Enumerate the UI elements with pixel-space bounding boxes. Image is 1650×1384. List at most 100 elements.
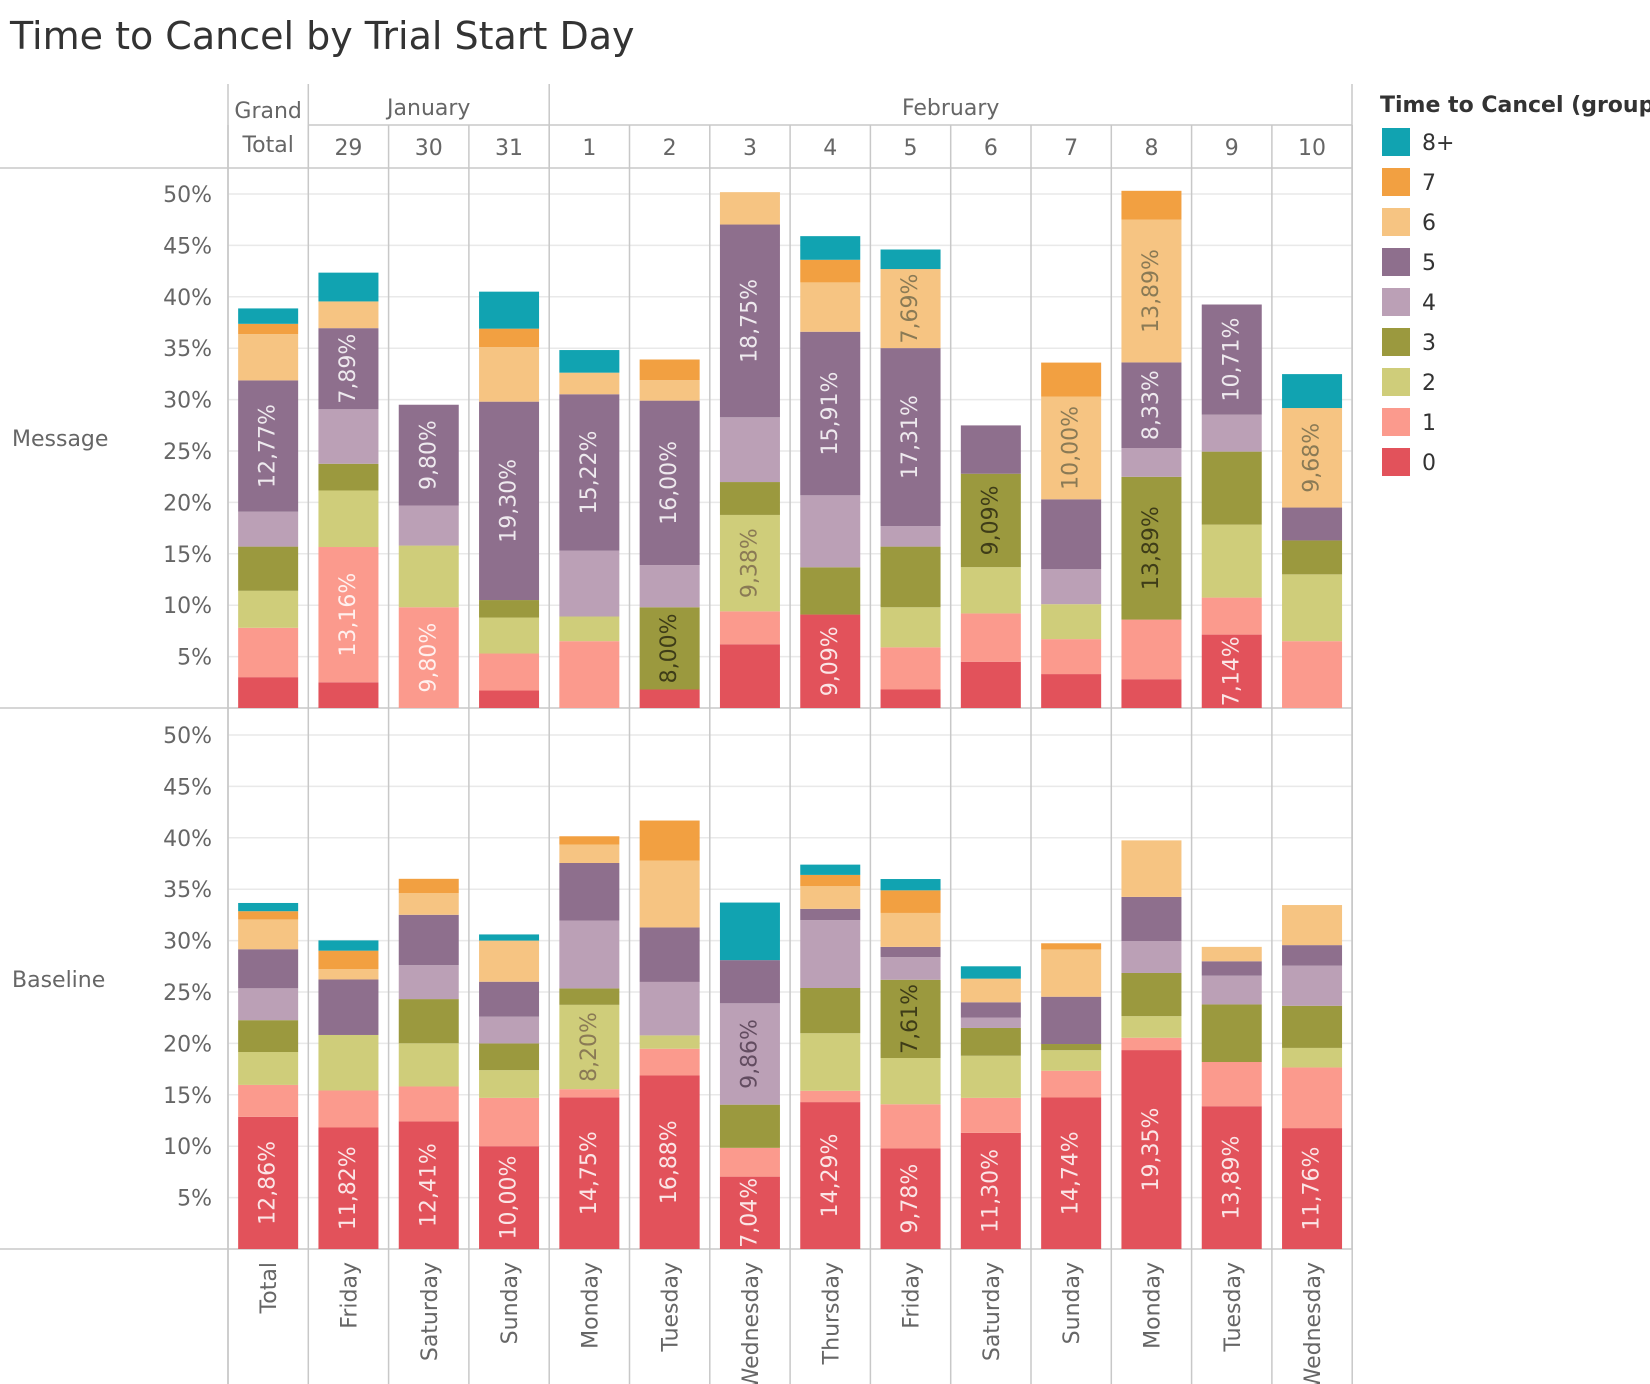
row-label: Baseline: [12, 968, 105, 993]
bar-segment: [1041, 1044, 1102, 1051]
bar-segment: [960, 1055, 1021, 1098]
bar-segment: [800, 1090, 861, 1103]
bar-segment: [1282, 507, 1343, 541]
bar-segment: [559, 394, 620, 551]
bar-segment: [318, 272, 379, 302]
bar-segment: [880, 946, 941, 958]
bar-segment: [719, 1003, 780, 1105]
data-label: 13,89%: [1139, 506, 1164, 590]
bar-segment: [1282, 1128, 1343, 1249]
bar-segment: [479, 347, 540, 402]
data-label: 7,04%: [737, 1178, 762, 1248]
data-label: 9,80%: [416, 623, 441, 693]
bar-segment: [960, 613, 1021, 662]
bar-segment: [398, 1121, 459, 1249]
bar-segment: [318, 1034, 379, 1091]
legend-label: 1: [1422, 411, 1436, 436]
bar-segment: [1282, 408, 1343, 508]
bar-segment: [559, 641, 620, 708]
bar-segment: [960, 1002, 1021, 1018]
bar-segment: [639, 1048, 700, 1076]
bar-segment: [318, 950, 379, 970]
data-label: 10,00%: [1059, 406, 1084, 490]
weekday-label: Wednesday: [739, 1262, 764, 1384]
bar-segment: [318, 940, 379, 951]
bar-segment: [880, 689, 941, 708]
bar-segment: [1201, 946, 1262, 962]
header-day: 30: [415, 136, 443, 161]
bar-segment: [1201, 597, 1262, 635]
legend-swatch: [1382, 408, 1410, 436]
legend-swatch: [1382, 368, 1410, 396]
legend-label: 8+: [1422, 131, 1454, 156]
bar-segment: [238, 590, 299, 628]
y-tick-label: 40%: [163, 286, 212, 311]
data-label: 9,86%: [737, 1019, 762, 1089]
y-tick-label: 25%: [163, 981, 212, 1006]
data-label: 10,71%: [1219, 318, 1244, 402]
bar-segment: [639, 380, 700, 401]
bar-segment: [719, 482, 780, 515]
legend-swatch: [1382, 448, 1410, 476]
y-tick-label: 10%: [163, 594, 212, 619]
header-day: 29: [334, 136, 362, 161]
bar-segment: [800, 331, 861, 496]
bar-segment: [1041, 1070, 1102, 1098]
bar-segment: [1201, 975, 1262, 1005]
weekday-label: Friday: [337, 1262, 362, 1329]
bar-segment: [800, 1102, 861, 1249]
bar-segment: [238, 902, 299, 912]
bar-segment: [1121, 972, 1182, 1017]
bar-segment: [880, 526, 941, 547]
bar-segment: [318, 301, 379, 329]
bar-segment: [479, 940, 540, 982]
bar-segment: [1201, 1062, 1262, 1107]
data-label: 9,80%: [416, 420, 441, 490]
weekday-label: Sunday: [498, 1262, 523, 1344]
bar-segment: [479, 600, 540, 618]
data-label: 14,74%: [1059, 1131, 1084, 1215]
bar-segment: [960, 1132, 1021, 1249]
legend-title: Time to Cancel (group): [1380, 93, 1650, 118]
data-label: 12,41%: [416, 1143, 441, 1227]
bar-segment: [318, 547, 379, 683]
bar-segment: [479, 1097, 540, 1147]
bar-segment: [1121, 190, 1182, 220]
bar-segment: [1201, 1106, 1262, 1249]
y-tick-label: 30%: [163, 930, 212, 955]
bar-segment: [1041, 943, 1102, 950]
bar-segment: [238, 546, 299, 591]
bar-segment: [1282, 1067, 1343, 1129]
bar-segment: [719, 611, 780, 645]
bar-segment: [559, 1097, 620, 1249]
data-label: 19,30%: [497, 459, 522, 543]
bar-segment: [719, 224, 780, 418]
data-label: 9,38%: [737, 528, 762, 598]
bar-segment: [1121, 896, 1182, 942]
legend-swatch: [1382, 208, 1410, 236]
legend-swatch: [1382, 128, 1410, 156]
data-label: 19,35%: [1139, 1108, 1164, 1192]
bar-segment: [398, 999, 459, 1044]
bar-segment: [398, 404, 459, 506]
header-day: 7: [1064, 136, 1078, 161]
header-month: February: [902, 96, 1000, 121]
bar-segment: [800, 567, 861, 615]
bar-segment: [719, 417, 780, 483]
bar-segment: [238, 919, 299, 950]
bar-segment: [960, 1027, 1021, 1056]
bar-segment: [398, 1043, 459, 1087]
bar-segment: [639, 927, 700, 982]
bar-segment: [479, 1070, 540, 1098]
data-label: 14,29%: [818, 1134, 843, 1218]
bar-segment: [1041, 1097, 1102, 1249]
bar-segment: [238, 911, 299, 920]
bar-segment: [1282, 374, 1343, 409]
bar-segment: [639, 400, 700, 566]
bar-segment: [960, 1097, 1021, 1133]
legend-label: 2: [1422, 371, 1436, 396]
bar-segment: [800, 282, 861, 332]
data-label: 9,09%: [978, 485, 1003, 555]
bar-segment: [559, 844, 620, 863]
bar-segment: [1041, 639, 1102, 675]
